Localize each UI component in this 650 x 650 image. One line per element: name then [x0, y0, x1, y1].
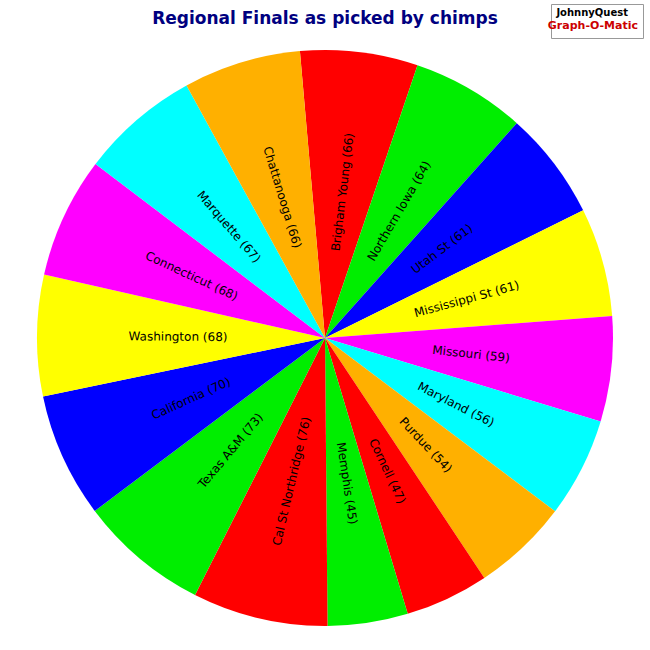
svg-text:Brigham Young (66): Brigham Young (66)	[328, 132, 356, 252]
svg-text:Connecticut (68): Connecticut (68)	[143, 249, 240, 304]
svg-text:Chattanooga (66): Chattanooga (66)	[260, 145, 304, 250]
svg-text:California (70): California (70)	[149, 375, 233, 423]
svg-text:JohnnyQuest: JohnnyQuest	[555, 7, 628, 18]
svg-text:Missouri (59): Missouri (59)	[432, 343, 511, 365]
svg-text:Purdue (54): Purdue (54)	[397, 415, 455, 476]
svg-text:Maryland (56): Maryland (56)	[415, 379, 496, 430]
svg-text:Memphis (45): Memphis (45)	[334, 441, 360, 525]
svg-text:Utah St (61): Utah St (61)	[409, 221, 476, 276]
svg-text:Graph-O-Matic: Graph-O-Matic	[548, 19, 638, 32]
svg-text:Mississippi St (61): Mississippi St (61)	[413, 278, 521, 320]
svg-text:Cornell (47): Cornell (47)	[366, 436, 409, 506]
svg-text:Cal St Northridge (76): Cal St Northridge (76)	[270, 415, 314, 547]
svg-text:Washington (68): Washington (68)	[128, 329, 227, 344]
svg-text:Texas A&M (73): Texas A&M (73)	[195, 410, 266, 491]
svg-text:Northern Iowa (64): Northern Iowa (64)	[364, 158, 433, 263]
svg-text:Marquette (67): Marquette (67)	[194, 188, 263, 265]
svg-text:Regional Finals as picked by c: Regional Finals as picked by chimps	[152, 8, 498, 28]
